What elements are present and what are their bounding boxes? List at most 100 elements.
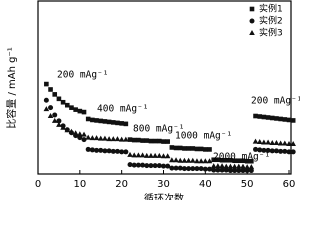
point (227, 168, 233, 174)
point (148, 163, 154, 169)
point (85, 134, 91, 140)
point (47, 113, 54, 119)
point (282, 140, 288, 146)
annotation: 200 mAg⁻¹ (251, 96, 300, 107)
point (114, 136, 121, 142)
point (97, 135, 104, 141)
point (265, 139, 271, 145)
point (56, 121, 62, 127)
point (127, 162, 133, 168)
point (173, 165, 179, 171)
point (123, 136, 129, 142)
point (278, 148, 284, 154)
point (182, 146, 187, 151)
x-tick-label: 30 (157, 179, 170, 190)
point (164, 153, 171, 159)
point (123, 121, 129, 127)
point (85, 146, 91, 152)
point (211, 157, 216, 163)
point (119, 149, 125, 155)
point (56, 96, 62, 102)
point (181, 157, 188, 163)
annotation: 1000 mAg⁻¹ (175, 131, 232, 142)
point (185, 157, 192, 163)
point (169, 145, 175, 150)
point (215, 167, 221, 173)
point (131, 162, 137, 168)
point (252, 138, 259, 144)
point (64, 127, 71, 133)
point (202, 158, 209, 164)
point (165, 139, 170, 144)
point (244, 158, 250, 164)
annotation: 800 mAg⁻¹ (133, 124, 184, 135)
point (223, 167, 229, 173)
point (56, 118, 62, 124)
point (140, 138, 145, 143)
chart: 比容量 / mAh g⁻¹ 循环次数 0 10 20 30 40 50 60 实例1实例2实例… (5, 0, 300, 200)
point (231, 163, 238, 169)
point (240, 158, 246, 164)
point (81, 137, 87, 143)
point (253, 146, 259, 152)
point (68, 128, 75, 134)
x-tick-label: 40 (199, 179, 212, 190)
point (169, 165, 175, 171)
point (106, 148, 112, 154)
point (290, 118, 296, 123)
point (111, 120, 116, 125)
point (269, 148, 275, 154)
point (227, 163, 234, 169)
point (286, 149, 292, 155)
point (140, 162, 146, 168)
point (198, 146, 204, 152)
point (110, 136, 117, 142)
point (81, 131, 87, 137)
point (89, 147, 95, 153)
point (194, 166, 200, 172)
point (265, 115, 271, 120)
point (232, 158, 237, 164)
legend-marker (249, 6, 255, 12)
point (219, 163, 225, 169)
point (114, 148, 120, 154)
point (69, 105, 74, 110)
x-tick-label: 50 (241, 179, 254, 190)
point (72, 130, 79, 136)
point (123, 149, 129, 155)
annotation: 2000 mAg⁻¹ (213, 152, 270, 163)
point (261, 114, 267, 120)
point (85, 116, 91, 122)
point (203, 147, 208, 152)
point (186, 146, 191, 151)
point (273, 140, 280, 146)
point (223, 163, 230, 169)
point (102, 148, 108, 154)
point (265, 147, 271, 153)
x-axis-label: 循环次数 (144, 192, 184, 200)
point (202, 166, 208, 172)
point (219, 157, 225, 163)
x-tick-label: 20 (115, 179, 128, 190)
point (173, 145, 179, 151)
point (282, 117, 288, 122)
point (161, 163, 166, 169)
point (194, 158, 200, 164)
point (161, 139, 166, 144)
point (98, 118, 104, 124)
point (127, 137, 133, 142)
point (181, 166, 187, 172)
point (94, 147, 100, 153)
y-axis-label: 比容量 / mAh g⁻¹ (5, 47, 18, 128)
point (173, 157, 179, 163)
legend-label: 实例2 (259, 15, 283, 27)
legend-marker (249, 18, 255, 24)
point (290, 141, 296, 147)
point (257, 147, 263, 153)
point (156, 163, 162, 169)
point (261, 147, 267, 153)
point (77, 108, 83, 114)
point (244, 164, 250, 170)
point (256, 139, 263, 145)
point (198, 158, 204, 164)
